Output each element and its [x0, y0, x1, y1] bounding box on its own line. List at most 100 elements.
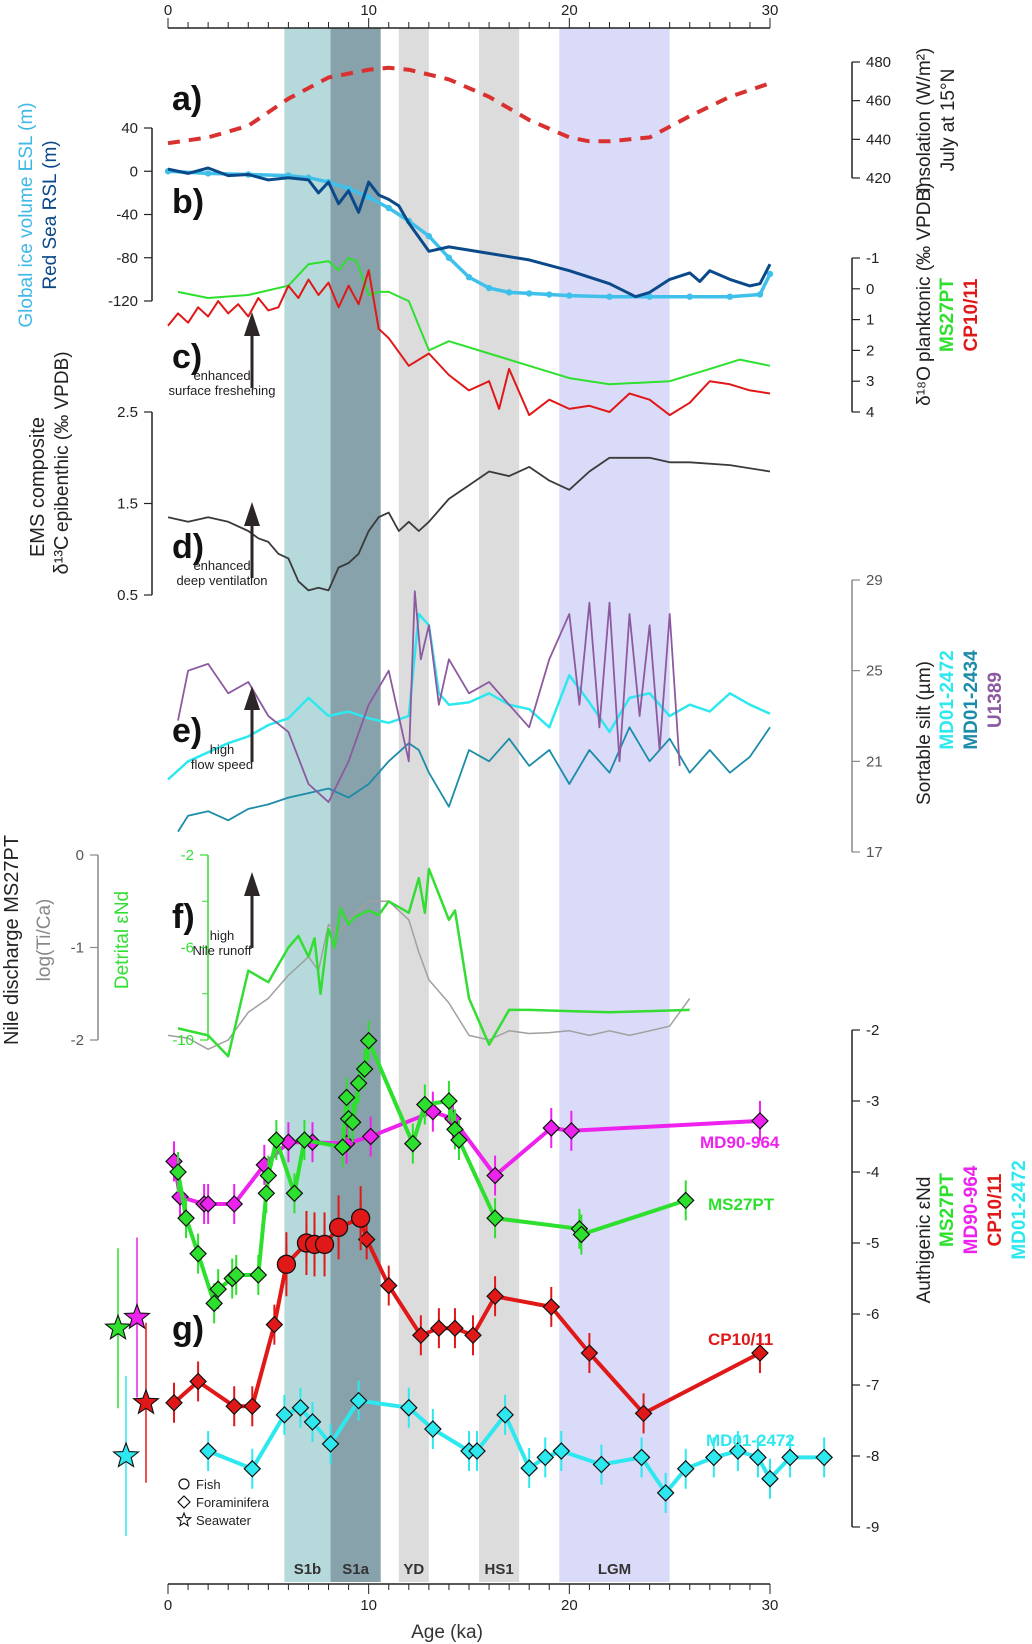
fish-point — [314, 1234, 335, 1255]
panel-label-b: b) — [172, 183, 204, 221]
authigenic-ms27pt-point — [572, 1225, 591, 1244]
authigenic-md90964-point — [542, 1119, 561, 1137]
esl-point — [465, 274, 473, 281]
band-label-s1b: S1b — [294, 1561, 322, 1578]
sortable-silt-axis-title: Sortable silt (µm) — [914, 661, 935, 805]
d18o-axis-tick-label: 1 — [866, 312, 874, 329]
authigenic-md012472-point — [468, 1442, 486, 1460]
authigenic-md012472-point — [704, 1448, 723, 1467]
seawater-star-icon — [112, 1441, 140, 1468]
authigenic-md012472-point — [749, 1448, 767, 1467]
authigenic-ms27pt-point — [450, 1131, 468, 1149]
legend-label: Fish — [196, 1477, 221, 1492]
authigenic-md012472-point — [199, 1442, 217, 1460]
band-label-hs1: HS1 — [485, 1561, 514, 1578]
fish-point — [350, 1208, 371, 1228]
authigenic-ms27pt-point — [177, 1209, 195, 1227]
insolation-line — [167, 65, 771, 146]
sea-level-axis-title: Global ice volume ESL (m) — [16, 102, 37, 327]
panel-label-g: g) — [172, 1310, 204, 1348]
annotation-text: high — [210, 928, 235, 943]
esl-point — [485, 284, 493, 292]
band-label-lgm: LGM — [598, 1561, 631, 1578]
x-tick-label: 10 — [360, 1597, 377, 1614]
authigenic-ms27pt-point — [227, 1266, 246, 1284]
authigenic-md012472-point — [291, 1398, 310, 1417]
panel-label-c: c) — [172, 338, 202, 376]
authigenic-ms27pt-point — [337, 1088, 356, 1107]
authigenic-md90964-point — [225, 1195, 244, 1213]
authigenic-md012472-point — [349, 1391, 368, 1410]
authigenic-cp1011-point — [486, 1287, 504, 1306]
authigenic-md012472-point — [536, 1448, 555, 1467]
legend-label: Foraminifera — [196, 1495, 270, 1510]
authigenic-cp1011-point — [243, 1397, 262, 1416]
esl-point — [726, 293, 734, 300]
authigenic-md012472-point — [592, 1455, 611, 1474]
authigenic-cp1011-point — [446, 1319, 464, 1338]
authigenic-md012472-point — [656, 1484, 675, 1502]
authigenic-cp1011-line — [172, 1216, 761, 1416]
sea-level-axis-tick-label: 40 — [121, 120, 138, 137]
rsl-line — [167, 166, 772, 299]
band-label-s1a: S1a — [342, 1561, 369, 1578]
legend-diamond-icon — [177, 1495, 191, 1509]
insolation-axis-tick-label: 420 — [866, 170, 891, 187]
d13c-axis-tick-label: 1.5 — [117, 496, 138, 513]
authigenic-series-label: MD90-964 — [961, 1165, 982, 1254]
esl-point — [425, 232, 433, 240]
authigenic-cp1011-point — [379, 1276, 398, 1295]
insolation-axis-title: July at 15°N — [938, 69, 959, 172]
authigenic-md012472-point — [496, 1405, 514, 1424]
d18o-cp1011-line — [167, 269, 771, 417]
legend-label: Seawater — [196, 1513, 252, 1528]
esl-point — [546, 291, 553, 298]
band-yd — [398, 28, 429, 1582]
panel-label-e: e) — [172, 712, 202, 750]
sortable-silt-axis-tick-label: 25 — [866, 663, 883, 680]
series-line-label: MS27PT — [708, 1195, 775, 1214]
x-tick-label: 30 — [762, 2, 779, 19]
authigenic-end-axis-tick-label: -7 — [866, 1377, 879, 1394]
x-tick-label: 20 — [561, 1597, 578, 1614]
annotation-text: high — [210, 742, 235, 757]
authigenic-cp1011-point — [225, 1397, 244, 1416]
esl-point — [756, 291, 764, 298]
d18o-ms27pt-line — [177, 257, 771, 386]
panel-label-d: d) — [172, 528, 204, 566]
authigenic-cp1011-point — [430, 1319, 448, 1338]
annotation-text: enhanced — [193, 368, 250, 383]
series-line-label: MD01-2472 — [706, 1431, 795, 1450]
authigenic-cp1011-point — [751, 1344, 769, 1362]
x-tick-label: 10 — [360, 2, 377, 19]
fish-point — [328, 1217, 349, 1238]
authigenic-end-axis-tick-label: -6 — [866, 1306, 879, 1323]
detrital-end-axis-tick-label: -10 — [172, 1032, 194, 1049]
arrow-up-icon — [244, 312, 260, 336]
authigenic-md012472-point — [676, 1459, 695, 1478]
time-interval-bands — [284, 28, 670, 1582]
sortable-silt-axis-tick-label: 17 — [866, 844, 883, 861]
sea-level-axis-tick-label: -80 — [116, 250, 138, 267]
authigenic-md012472-point — [815, 1448, 834, 1467]
authigenic-end-axis-tick-label: -5 — [866, 1235, 879, 1252]
seawater-star-icon — [104, 1313, 132, 1340]
d13c-axis-title: δ¹³C — [51, 536, 73, 575]
d18o-axis-title: planktonic (‰ VPDB) — [914, 182, 935, 362]
d13c-line — [167, 456, 771, 592]
esl-point — [505, 289, 513, 296]
insolation-axis-title: Insolation (W/m²) — [914, 48, 935, 193]
authigenic-ms27pt-point — [169, 1163, 187, 1181]
authigenic-end-axis-tick-label: -8 — [866, 1448, 879, 1465]
authigenic-md012472-point — [781, 1448, 799, 1467]
authigenic-md012472-point — [761, 1469, 779, 1488]
sortable-silt-u1389-line — [177, 590, 681, 803]
esl-point — [646, 293, 653, 300]
band-s1b — [284, 28, 331, 1582]
sortable-silt-md012434-line — [177, 726, 771, 833]
authigenic-ms27pt-point — [257, 1184, 276, 1203]
detrital-end-line — [177, 867, 690, 1058]
esl-point — [686, 293, 693, 300]
legend-circle-icon — [178, 1478, 190, 1490]
